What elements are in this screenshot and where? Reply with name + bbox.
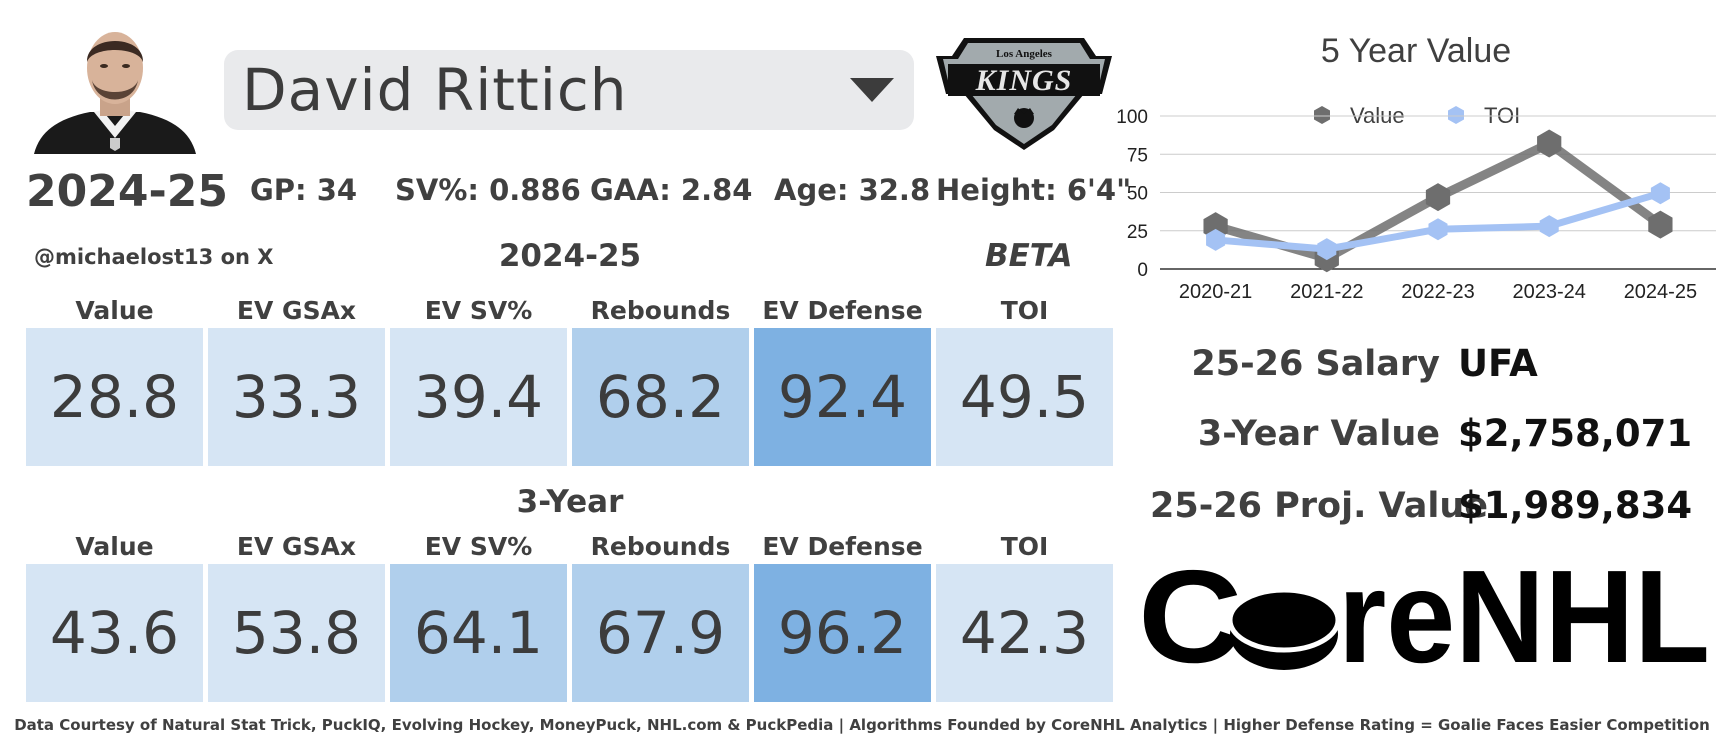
salary-value: UFA	[1458, 342, 1538, 385]
chart-x-tick-label: 2021-22	[1290, 281, 1363, 303]
col-header-value: Value	[75, 296, 154, 325]
proj-value-label: 25-26 Proj. Value	[1150, 486, 1489, 526]
cell-ev-sv-pct: 39.4	[390, 328, 567, 466]
chart-point-toi	[1317, 238, 1337, 261]
col-header-rebounds: Rebounds	[590, 532, 731, 561]
cell-ev-gsax: 33.3	[208, 328, 385, 466]
player-headshot	[34, 32, 196, 154]
chart-x-tick-label: 2024-25	[1624, 281, 1697, 303]
chart-title: 5 Year Value	[1321, 32, 1511, 70]
chart-x-tick-label: 2020-21	[1179, 281, 1252, 303]
col-header-toi: TOI	[1000, 532, 1049, 561]
player-select-dropdown[interactable]: David Rittich	[224, 50, 914, 130]
cell-value: 28.8	[26, 328, 203, 466]
cell-toi: 42.3	[936, 564, 1113, 702]
chart-point-value	[1648, 210, 1673, 239]
chart-point-value	[1537, 129, 1562, 158]
cell-ev-defense: 96.2	[754, 564, 931, 702]
chart-y-tick-label: 25	[1127, 222, 1148, 243]
cell-ev-sv-pct: 64.1	[390, 564, 567, 702]
col-header-toi: TOI	[1000, 296, 1049, 325]
col-header-value: Value	[75, 532, 154, 561]
col-header-ev-sv-pct: EV SV%	[424, 532, 533, 561]
salary-label: 25-26 Salary	[1191, 344, 1440, 384]
stat-gp: GP: 34	[250, 173, 358, 207]
cell-rebounds: 68.2	[572, 328, 749, 466]
col-header-ev-defense: EV Defense	[762, 532, 923, 561]
three-year-value-label: 3-Year Value	[1197, 414, 1440, 454]
chart-point-toi	[1539, 215, 1559, 238]
chart-y-tick-label: 50	[1127, 184, 1148, 205]
three-year-title: 3-Year	[516, 484, 624, 520]
proj-value-amount: $1,989,834	[1458, 484, 1693, 527]
col-header-ev-sv-pct: EV SV%	[424, 296, 533, 325]
team-logo-city: Los Angeles	[996, 48, 1053, 60]
player-name: David Rittich	[242, 56, 628, 124]
col-header-ev-gsax: EV GSAx	[236, 532, 357, 561]
stat-age: Age: 32.8	[774, 173, 931, 207]
chart-x-tick-label: 2023-24	[1512, 281, 1585, 303]
cell-value: 43.6	[26, 564, 203, 702]
cell-ev-gsax: 53.8	[208, 564, 385, 702]
stat-gaa: GAA: 2.84	[590, 173, 753, 207]
chart-x-tick-label: 2022-23	[1401, 281, 1474, 303]
author-handle: @michaelost13 on X	[34, 245, 274, 269]
chart-y-tick-label: 0	[1137, 260, 1148, 281]
three-year-value-amount: $2,758,071	[1458, 412, 1693, 455]
chart-point-toi	[1206, 228, 1226, 251]
col-header-ev-defense: EV Defense	[762, 296, 923, 325]
cell-toi: 49.5	[936, 328, 1113, 466]
chart-point-value	[1425, 183, 1451, 212]
cell-ev-defense: 92.4	[754, 328, 931, 466]
team-logo-name: KINGS	[975, 64, 1073, 97]
chart-point-toi	[1428, 218, 1448, 241]
cell-rebounds: 67.9	[572, 564, 749, 702]
team-logo: Los Angeles KINGS	[936, 38, 1112, 150]
col-header-ev-gsax: EV GSAx	[236, 296, 357, 325]
legend-marker-toi	[1448, 106, 1464, 124]
col-header-rebounds: Rebounds	[590, 296, 731, 325]
legend-marker-value	[1314, 106, 1330, 124]
chart-y-tick-label: 75	[1127, 145, 1148, 166]
chart-point-toi	[1650, 182, 1670, 205]
chevron-down-icon	[850, 78, 894, 102]
current-season-title: 2024-25	[498, 238, 642, 274]
stat-sv-pct: SV%: 0.886	[395, 173, 581, 207]
stat-height: Height: 6'4"	[936, 173, 1132, 207]
svg-text:reNHL: reNHL	[1338, 558, 1710, 678]
chart-y-tick-label: 100	[1116, 107, 1148, 128]
footer-credits: Data Courtesy of Natural Stat Trick, Puc…	[14, 716, 1710, 734]
season-label: 2024-25	[26, 166, 228, 217]
svg-text:C: C	[1138, 558, 1239, 678]
corenhl-logo: C reNHL	[1138, 558, 1710, 678]
beta-label: BETA	[985, 238, 1073, 274]
